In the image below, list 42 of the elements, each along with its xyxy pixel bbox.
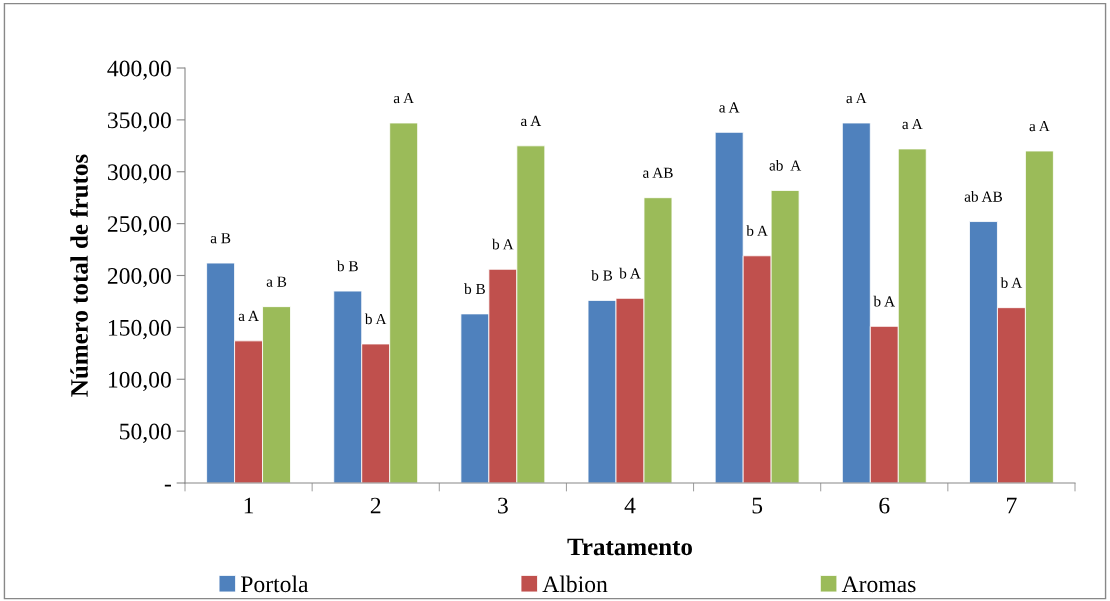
- data-label: b A: [873, 295, 895, 307]
- data-label: a A: [1029, 120, 1050, 132]
- data-label: ab A: [769, 159, 802, 171]
- data-label: b A: [1000, 277, 1023, 288]
- data-label: a AB: [643, 167, 673, 178]
- x-axis-title: Tratamento: [567, 538, 692, 556]
- y-tick-label: 300,00: [108, 164, 171, 184]
- y-tick-label: 350,00: [108, 112, 171, 132]
- legend-label: Albion: [542, 575, 608, 593]
- data-label: a A: [393, 92, 414, 104]
- data-label: a B: [266, 276, 287, 287]
- data-label: ab AB: [964, 191, 1003, 202]
- data-label: a A: [719, 102, 740, 113]
- data-label: b B: [464, 283, 485, 295]
- x-tick-label: 2: [370, 497, 381, 514]
- data-label: b B: [336, 260, 358, 272]
- data-label: a A: [902, 118, 923, 130]
- x-tick-label: 4: [624, 497, 636, 514]
- data-label: a B: [210, 233, 231, 244]
- y-tick-label: -: [164, 484, 171, 487]
- data-label: b A: [364, 313, 387, 325]
- y-tick-label: 100,00: [108, 371, 171, 392]
- data-label: b A: [492, 238, 514, 250]
- data-label: b A: [746, 225, 768, 237]
- data-label: a A: [846, 92, 867, 104]
- data-label: b A: [619, 267, 641, 279]
- x-tick-label: 6: [879, 497, 890, 514]
- data-label: b B: [591, 269, 613, 281]
- x-tick-label: 5: [752, 497, 763, 514]
- y-tick-label: 200,00: [107, 267, 171, 288]
- y-tick-label: 400,00: [107, 60, 171, 80]
- x-tick-label: 1: [244, 497, 254, 514]
- legend-label: Portola: [240, 575, 309, 593]
- y-axis-title: Número total de frutos: [70, 154, 88, 397]
- data-label: a A: [238, 310, 259, 322]
- data-label: a A: [520, 115, 542, 127]
- y-tick-label: 50,00: [120, 423, 171, 443]
- legend-label: Aromas: [841, 576, 916, 593]
- x-tick-label: 3: [498, 497, 508, 514]
- x-tick-label: 7: [1007, 497, 1017, 514]
- y-tick-label: 250,00: [107, 216, 171, 236]
- y-tick-label: 150,00: [108, 319, 171, 340]
